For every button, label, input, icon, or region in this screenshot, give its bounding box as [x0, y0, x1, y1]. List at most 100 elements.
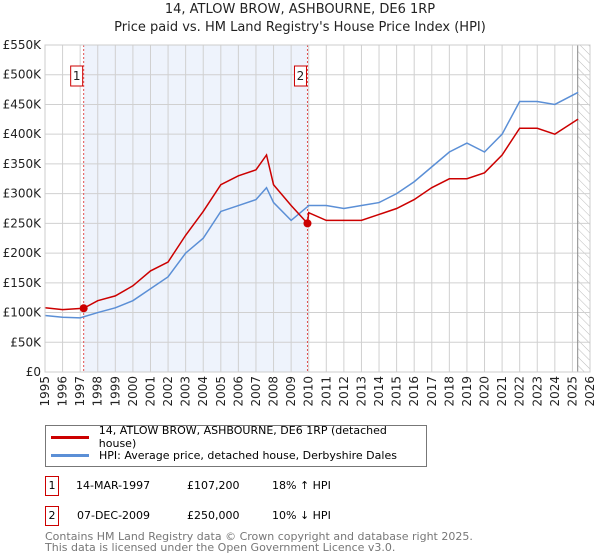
series-point [202, 237, 204, 239]
sale-price: £107,200 [187, 479, 240, 492]
y-tick-label: £250K [3, 216, 43, 230]
x-tick-label: 2006 [231, 376, 245, 407]
series-point [185, 234, 187, 236]
series-point [501, 154, 503, 156]
legend: 14, ATLOW BROW, ASHBOURNE, DE6 1RP (deta… [45, 424, 427, 467]
series-point [378, 213, 380, 216]
x-tick-label: 2018 [442, 376, 456, 407]
y-tick-label: £500K [3, 68, 43, 82]
series-point [431, 166, 433, 168]
series-point [396, 207, 398, 210]
sale-point [79, 304, 88, 313]
series-point [501, 133, 503, 135]
x-tick-label: 2014 [372, 376, 386, 407]
chart-title: 14, ATLOW BROW, ASHBOURNE, DE6 1RP [164, 2, 436, 17]
series-point [519, 127, 521, 129]
series-point [79, 317, 81, 319]
series-point [413, 198, 415, 201]
series-point [343, 207, 345, 210]
series-point [265, 154, 268, 156]
series-point [536, 127, 538, 129]
series-point [308, 212, 310, 214]
x-tick-label: 1995 [38, 376, 52, 407]
x-tick-label: 2001 [143, 376, 157, 407]
sale-date: 07-DEC-2009 [77, 509, 151, 522]
y-tick-label: £550K [3, 38, 43, 52]
series-point [220, 210, 222, 213]
y-tick-label: £50K [10, 335, 42, 349]
series-point [114, 307, 116, 309]
series-point [290, 204, 292, 207]
x-tick-label: 2004 [196, 376, 210, 407]
series-point [149, 288, 152, 290]
y-tick-label: £200K [3, 246, 43, 260]
series-point [132, 285, 134, 287]
x-tick-label: 1997 [73, 376, 87, 407]
series-point [343, 219, 345, 221]
y-tick-label: £350K [3, 157, 43, 171]
sale-marker-label: 2 [297, 69, 305, 83]
hatched-forecast-region [577, 45, 590, 372]
x-tick-label: 2016 [407, 376, 421, 407]
x-tick-label: 2011 [319, 376, 333, 407]
x-tick-label: 2021 [495, 376, 509, 407]
x-tick-label: 2005 [214, 376, 228, 407]
series-point [306, 206, 309, 208]
series-point [360, 204, 363, 207]
x-tick-label: 2013 [354, 376, 368, 407]
series-point [61, 316, 64, 318]
legend-swatch-red [51, 435, 89, 439]
series-point [97, 311, 99, 314]
x-tick-label: 2020 [478, 376, 492, 407]
series-point [483, 172, 486, 174]
x-tick-label: 2022 [513, 376, 527, 407]
sale-point [303, 219, 312, 228]
series-point [185, 252, 187, 254]
x-tick-label: 2009 [284, 376, 298, 407]
y-tick-label: £150K [3, 276, 43, 290]
series-point [265, 187, 268, 189]
series-point [554, 103, 556, 106]
x-tick-label: 2025 [565, 376, 579, 407]
series-point [114, 295, 116, 297]
sale-hpi: 10% ↓ HPI [272, 509, 331, 522]
sale-hpi: 18% ↑ HPI [272, 479, 331, 492]
series-point [413, 181, 415, 183]
series-point [554, 133, 556, 135]
footer: Contains HM Land Registry data © Crown c… [45, 531, 473, 553]
series-point [448, 178, 450, 180]
series-point [220, 184, 222, 186]
series-point [325, 204, 327, 207]
sale-date: 14-MAR-1997 [76, 479, 151, 492]
y-tick-label: £300K [3, 187, 43, 201]
y-tick-label: £450K [3, 97, 43, 111]
x-tick-label: 2000 [126, 376, 140, 407]
sale-row: 1 14-MAR-1997 £107,200 18% ↑ HPI [45, 476, 545, 496]
sale-price: £250,000 [187, 509, 240, 522]
x-tick-label: 2003 [179, 376, 193, 407]
x-tick-label: 2024 [548, 376, 562, 407]
series-point [325, 219, 327, 221]
sale-marker-label: 1 [73, 69, 81, 83]
series-point [97, 300, 99, 302]
series-point [167, 261, 169, 263]
series-point [577, 91, 579, 94]
plot-area: £0 £50K £100K £150K £200K £250K £300K £350K £400… [3, 38, 597, 407]
series-point [255, 198, 257, 201]
series-point [202, 210, 204, 213]
y-tick-label: £0 [26, 365, 41, 379]
x-tick-label: 2012 [337, 376, 351, 407]
series-point [237, 204, 239, 207]
x-tick-label: 1998 [91, 376, 105, 407]
legend-label-property: 14, ATLOW BROW, ASHBOURNE, DE6 1RP (deta… [98, 424, 387, 450]
series-point [466, 142, 468, 144]
chart-subtitle: Price paid vs. HM Land Registry's House … [114, 20, 486, 35]
sale-marker: 1 [45, 476, 59, 496]
x-tick-label: 1999 [108, 376, 122, 407]
series-point [536, 100, 538, 103]
series-point [272, 201, 275, 204]
sale-marker-box [293, 65, 307, 87]
legend-label-hpi: HPI: Average price, detached house, Derb… [99, 448, 397, 462]
series-point [167, 276, 169, 278]
series-point [448, 151, 450, 153]
